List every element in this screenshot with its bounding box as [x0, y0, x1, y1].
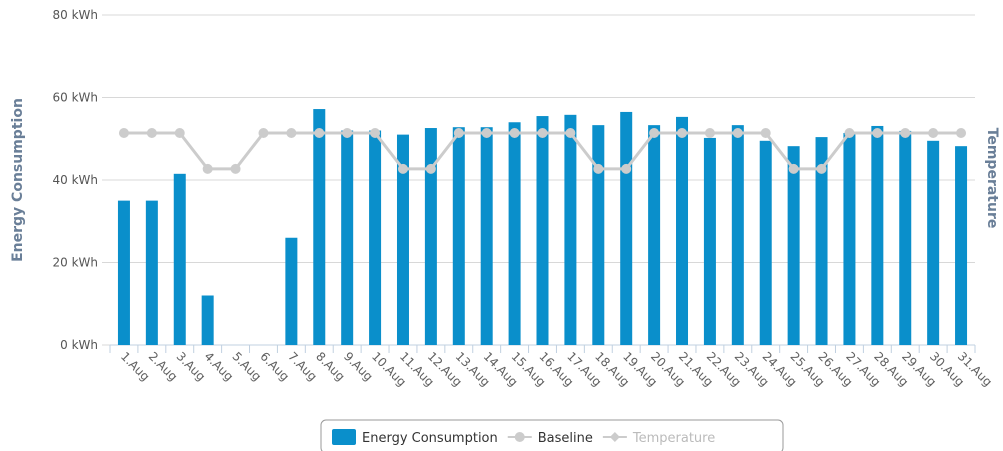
y-tick-label: 0 kWh [60, 338, 98, 352]
bar [676, 116, 689, 345]
line-marker [900, 127, 911, 138]
line-marker [621, 163, 632, 174]
bar [787, 146, 800, 345]
line-marker [956, 127, 967, 138]
legend-marker [514, 432, 525, 442]
legend-marker [609, 432, 620, 442]
x-tick-label: 9.Aug [341, 349, 376, 384]
line-marker [816, 163, 827, 174]
bar [815, 137, 828, 345]
bar [955, 146, 968, 345]
line-marker [732, 127, 743, 138]
bar [341, 130, 354, 345]
line-marker [425, 163, 436, 174]
x-tick-label: 4.Aug [202, 349, 237, 384]
line-marker [509, 127, 520, 138]
line-marker [704, 127, 715, 138]
line-marker [370, 127, 381, 138]
bar [759, 140, 772, 345]
bar [731, 125, 744, 345]
x-tick-label: 3.Aug [174, 349, 209, 384]
line-marker [342, 127, 353, 138]
x-tick-label: 6.Aug [257, 349, 292, 384]
bar [536, 116, 549, 345]
line-marker [537, 127, 548, 138]
x-tick-label: 5.Aug [229, 349, 264, 384]
bar [927, 140, 940, 345]
line-marker [174, 127, 185, 138]
line-marker [872, 127, 883, 138]
y-tick-label: 20 kWh [52, 256, 98, 270]
line-marker [258, 127, 269, 138]
bar [480, 127, 493, 345]
bar [285, 237, 298, 345]
bar [620, 111, 633, 345]
line-marker [230, 163, 241, 174]
line-marker [202, 163, 213, 174]
line-marker [593, 163, 604, 174]
bar [369, 130, 382, 345]
x-tick-label: 1.Aug [118, 349, 153, 384]
legend-label[interactable]: Temperature [632, 431, 715, 446]
bar [452, 127, 465, 345]
bar [899, 130, 912, 345]
line-marker [788, 163, 799, 174]
line-marker [928, 127, 939, 138]
y-tick-label: 60 kWh [52, 91, 98, 105]
bar [508, 122, 521, 345]
line-marker [649, 127, 660, 138]
legend-box [320, 419, 784, 451]
y-axis-title: Energy Consumption [10, 98, 26, 262]
y-tick-label: 40 kWh [52, 173, 98, 187]
line-marker [481, 127, 492, 138]
line-marker [565, 127, 576, 138]
legend-label[interactable]: Energy Consumption [362, 431, 498, 446]
bar [117, 200, 130, 345]
y-tick-label: 80 kWh [52, 8, 98, 22]
line-marker [760, 127, 771, 138]
x-tick-label: 2.Aug [146, 349, 181, 384]
bar [313, 109, 326, 345]
x-tick-label: 8.Aug [313, 349, 348, 384]
bar [648, 125, 661, 345]
line-marker [118, 127, 129, 138]
y2-axis-title: Temperature [984, 128, 1000, 229]
bar [843, 132, 856, 345]
line-marker [314, 127, 325, 138]
bar [592, 125, 605, 345]
line-marker [453, 127, 464, 138]
line-marker [677, 127, 688, 138]
bar [424, 128, 437, 345]
bar [703, 137, 716, 345]
bar [173, 173, 186, 345]
bar [871, 125, 884, 346]
bar [201, 295, 214, 345]
legend-label[interactable]: Baseline [538, 431, 593, 446]
bar [564, 114, 577, 345]
bar [396, 134, 409, 345]
line-marker [286, 127, 297, 138]
line-marker [397, 163, 408, 174]
bar [145, 200, 158, 345]
x-tick-label: 7.Aug [285, 349, 320, 384]
line-marker [844, 127, 855, 138]
legend-swatch [332, 429, 356, 445]
line-marker [146, 127, 157, 138]
